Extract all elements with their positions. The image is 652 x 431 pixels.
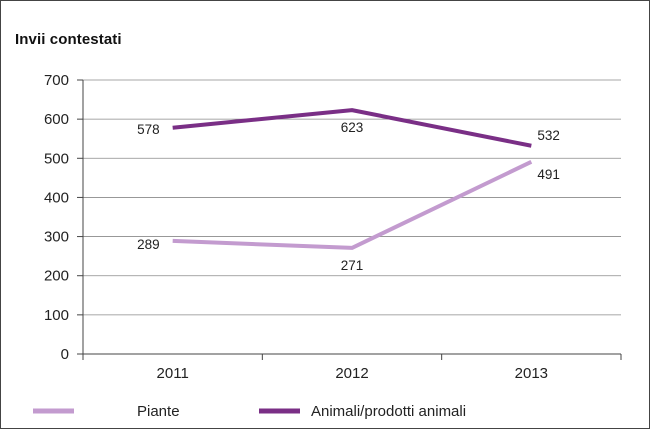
series-line-1 xyxy=(172,108,532,148)
x-tick-label-2013: 2013 xyxy=(515,365,548,382)
y-tick-label-200: 200 xyxy=(44,268,69,285)
y-tick-label-100: 100 xyxy=(44,307,69,324)
y-tick-label-300: 300 xyxy=(44,229,69,246)
data-label-0-2: 491 xyxy=(537,167,560,182)
chart-title: Invii contestati xyxy=(15,31,122,48)
legend-label-1: Animali/prodotti animali xyxy=(311,403,466,420)
y-tick-label-0: 0 xyxy=(61,346,69,363)
y-tick-label-400: 400 xyxy=(44,189,69,206)
data-label-0-0: 289 xyxy=(137,237,160,252)
data-label-1-2: 532 xyxy=(537,128,560,143)
y-tick-label-500: 500 xyxy=(44,150,69,167)
y-tick-label-600: 600 xyxy=(44,111,69,128)
data-label-1-0: 578 xyxy=(137,122,160,137)
x-tick-label-2011: 2011 xyxy=(157,365,189,382)
data-label-0-1: 271 xyxy=(341,258,364,273)
series-line-0 xyxy=(172,160,533,250)
x-tick-label-2012: 2012 xyxy=(335,365,368,382)
y-tick-label-700: 700 xyxy=(44,72,69,89)
legend-label-0: Piante xyxy=(137,403,180,420)
data-label-1-1: 623 xyxy=(341,120,364,135)
